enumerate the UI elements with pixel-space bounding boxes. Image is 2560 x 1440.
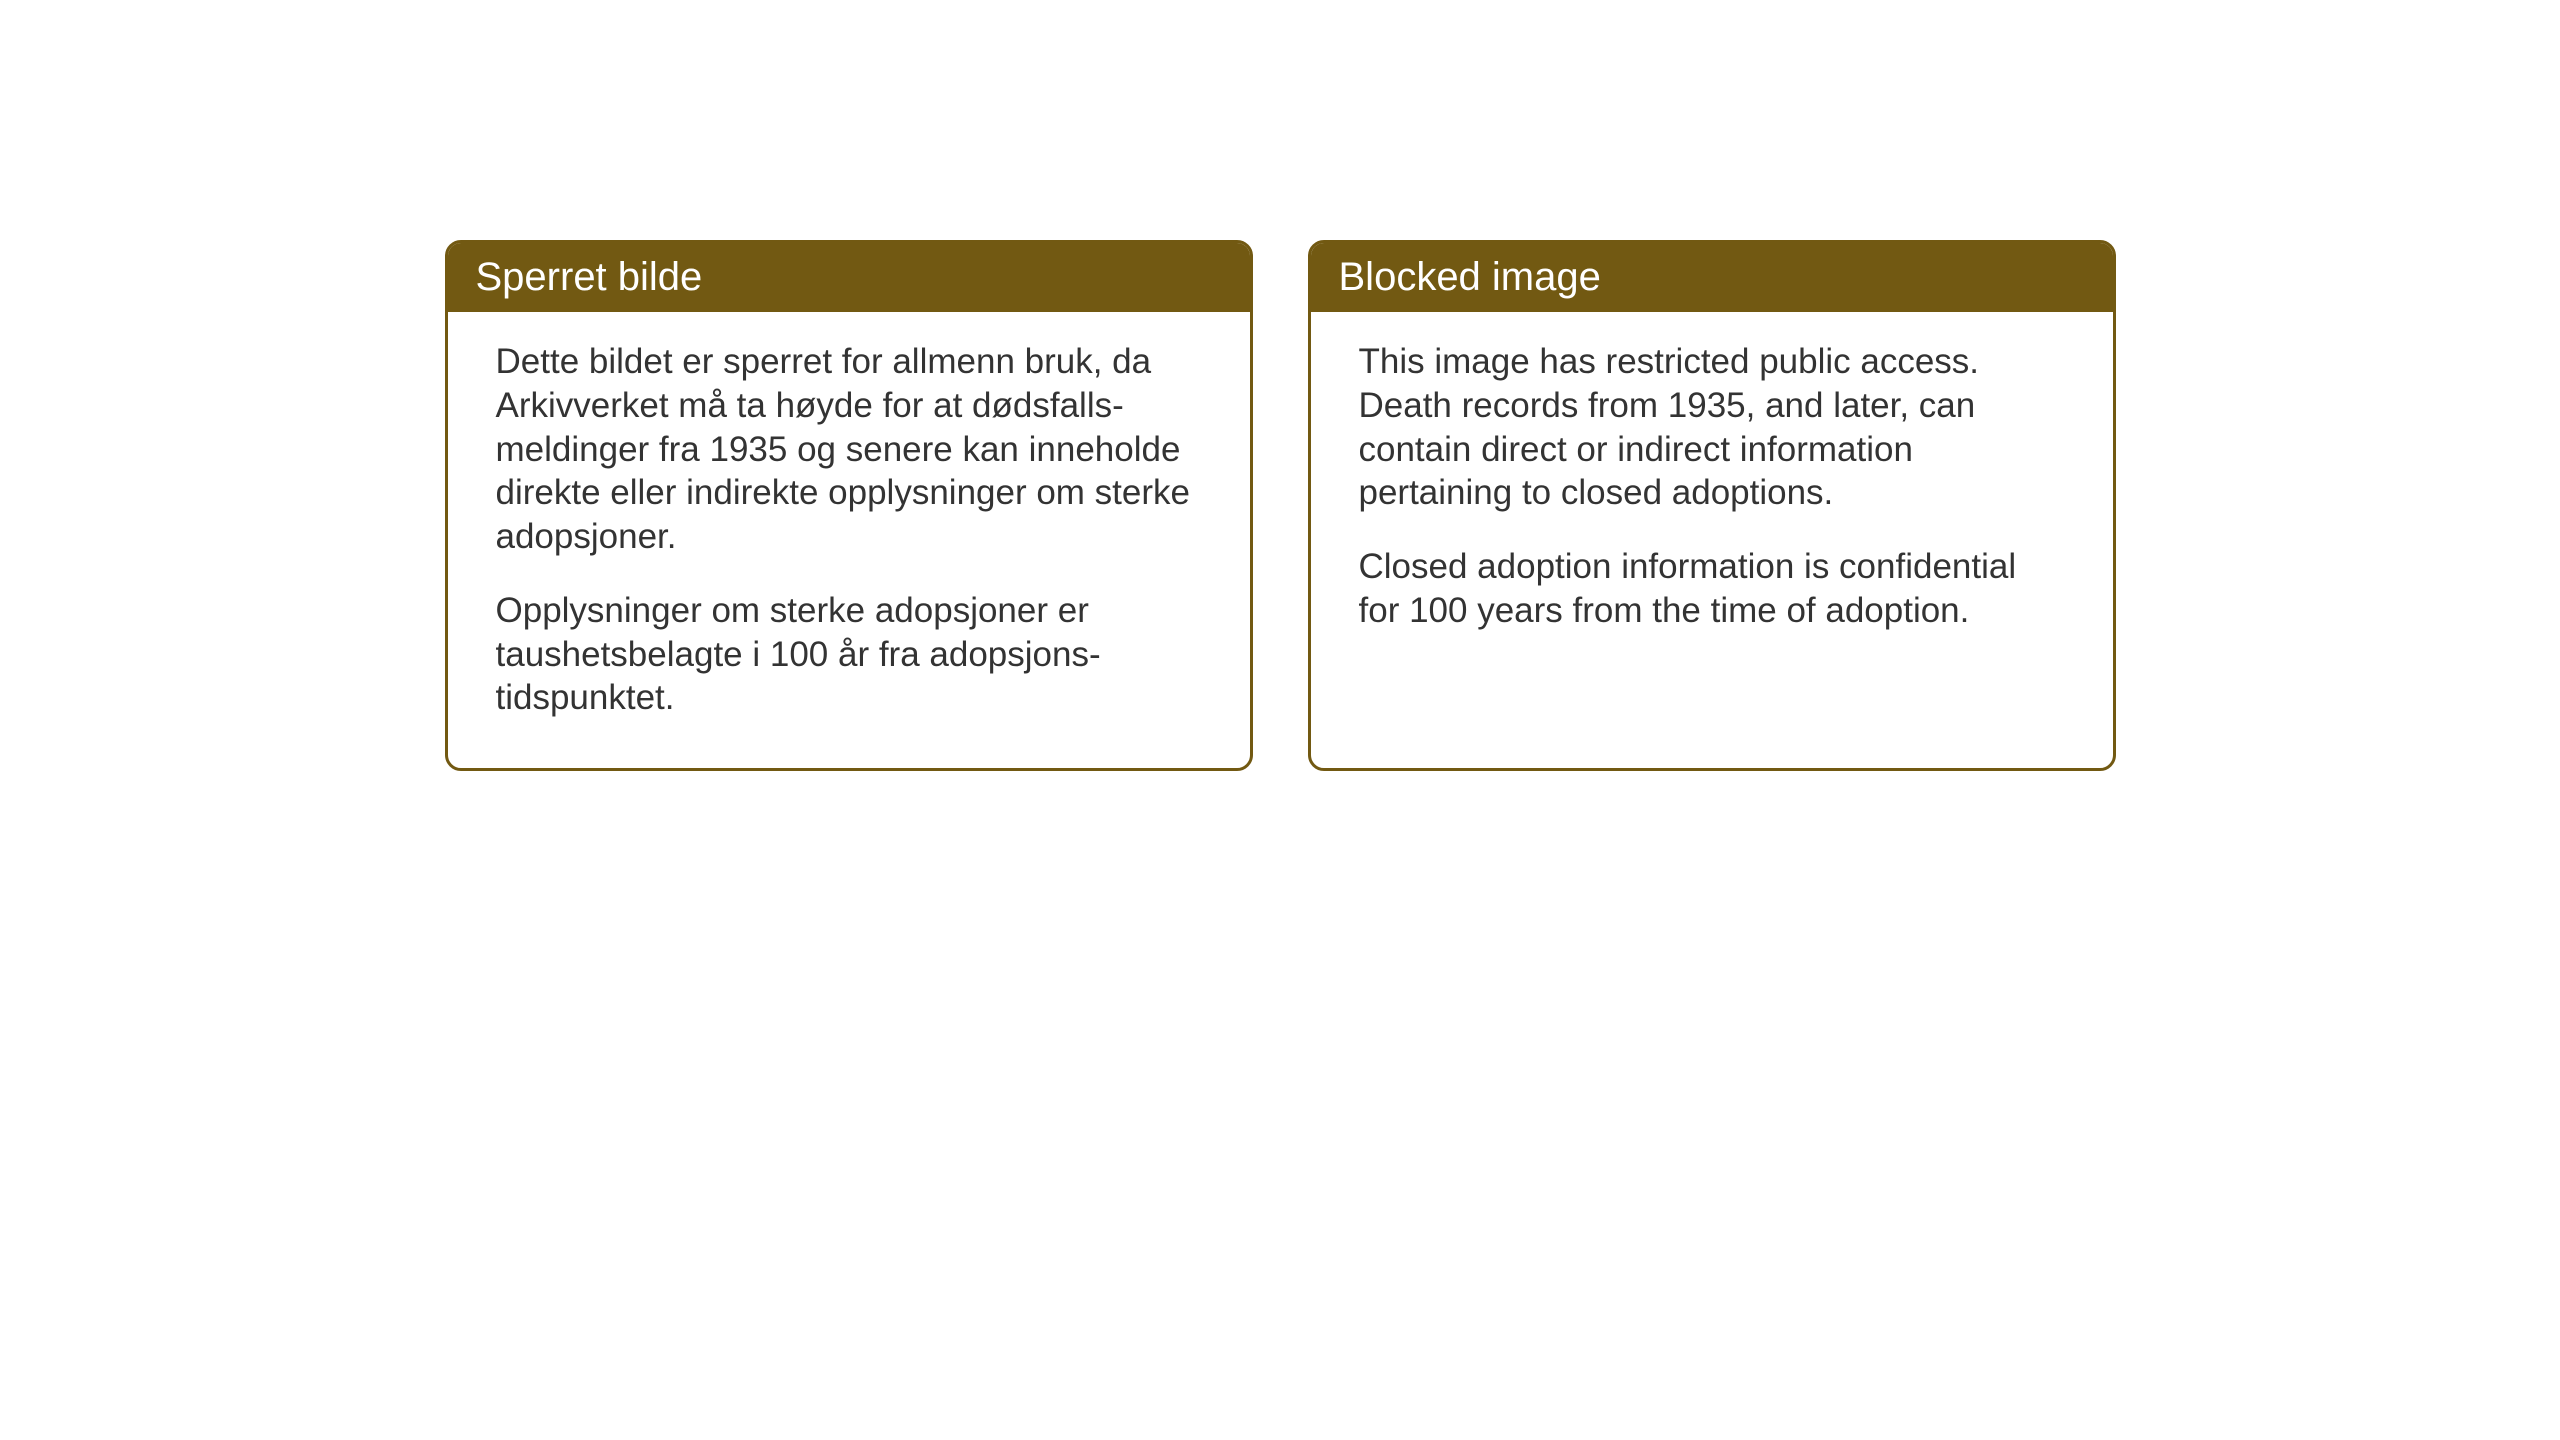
notice-card-norwegian: Sperret bilde Dette bildet er sperret fo… [445,240,1253,771]
notice-card-english: Blocked image This image has restricted … [1308,240,2116,771]
card-header-english: Blocked image [1311,243,2113,312]
card-body-english: This image has restricted public access.… [1311,312,2113,681]
card-paragraph-english-1: This image has restricted public access.… [1359,340,2065,515]
card-title-norwegian: Sperret bilde [476,255,703,299]
card-paragraph-english-2: Closed adoption information is confident… [1359,545,2065,633]
card-body-norwegian: Dette bildet er sperret for allmenn bruk… [448,312,1250,768]
card-paragraph-norwegian-1: Dette bildet er sperret for allmenn bruk… [496,340,1202,559]
card-paragraph-norwegian-2: Opplysninger om sterke adopsjoner er tau… [496,589,1202,720]
card-header-norwegian: Sperret bilde [448,243,1250,312]
notice-cards-container: Sperret bilde Dette bildet er sperret fo… [445,240,2116,771]
card-title-english: Blocked image [1339,255,1601,299]
